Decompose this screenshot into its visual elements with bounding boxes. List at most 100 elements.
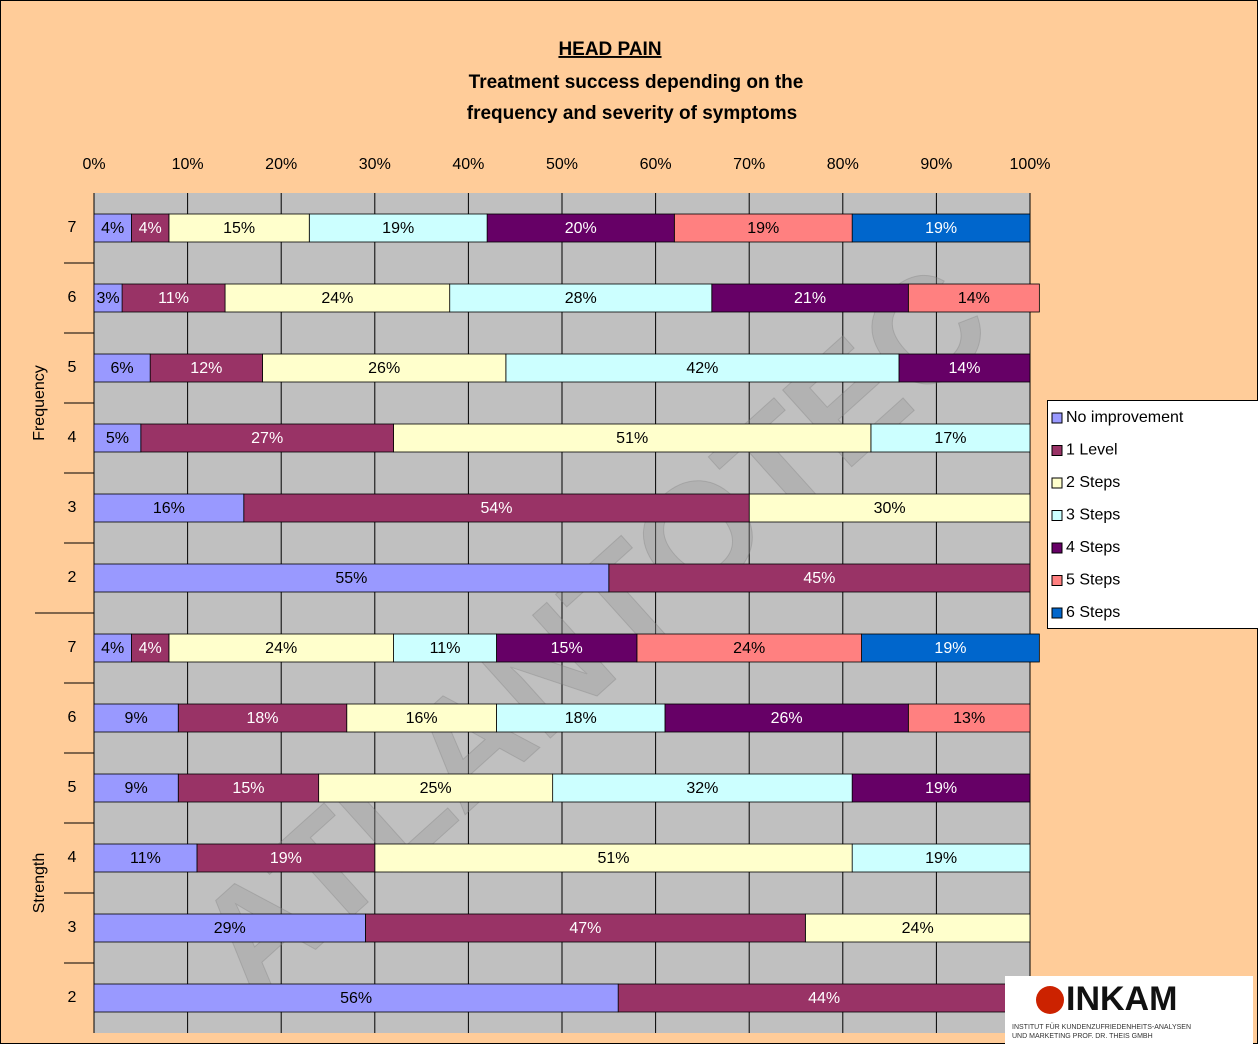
- data-label: 9%: [125, 710, 148, 727]
- data-label: 29%: [214, 920, 246, 937]
- y-tick-label: 6: [68, 289, 77, 306]
- bar-segment: [496, 703, 666, 733]
- logo-icon: [1036, 986, 1064, 1014]
- x-tick-label: 30%: [359, 156, 391, 173]
- data-label: 24%: [902, 920, 934, 937]
- bar-segment: [93, 913, 366, 943]
- data-label: 44%: [808, 990, 840, 1007]
- bar-segment: [93, 423, 142, 453]
- y-tick-label: 6: [68, 709, 77, 726]
- data-label: 14%: [948, 360, 980, 377]
- bar-segment: [907, 283, 1040, 313]
- y-tick-label: 7: [68, 219, 77, 236]
- data-label: 27%: [251, 430, 283, 447]
- legend-swatch: [1051, 542, 1063, 554]
- y-tick-label: 5: [68, 779, 77, 796]
- legend-swatch: [1051, 607, 1063, 619]
- legend-label: 1 Level: [1066, 442, 1118, 459]
- bar-segment: [851, 213, 1031, 243]
- legend-swatch: [1051, 445, 1063, 456]
- chart-subtitle: Treatment success depending on the: [469, 72, 804, 93]
- bar-segment: [608, 563, 1031, 593]
- bar-segment: [93, 563, 610, 593]
- x-tick-label: 10%: [172, 156, 204, 173]
- legend-swatch: [1051, 575, 1063, 586]
- data-label: 13%: [953, 710, 985, 727]
- bar-segment: [346, 703, 497, 733]
- bar-segment: [851, 773, 1031, 803]
- data-label: 19%: [934, 640, 966, 657]
- bar-segment: [907, 703, 1031, 733]
- bar-segment: [93, 353, 151, 383]
- bar-segment: [93, 773, 179, 803]
- bar-segment: [93, 213, 132, 243]
- data-label: 45%: [803, 570, 835, 587]
- data-label: 42%: [686, 360, 718, 377]
- y-tick-label: 2: [68, 989, 77, 1006]
- bar-segment: [177, 773, 320, 803]
- data-label: 51%: [616, 430, 648, 447]
- legend-swatch: [1051, 510, 1063, 521]
- data-label: 9%: [125, 780, 148, 797]
- data-label: 32%: [686, 780, 718, 797]
- bar-segment: [196, 843, 376, 873]
- data-label: 56%: [340, 990, 372, 1007]
- data-label: 16%: [153, 500, 185, 517]
- bar-segment: [496, 633, 638, 663]
- data-label: 4%: [101, 220, 124, 237]
- legend-swatch: [1051, 477, 1063, 489]
- bar-segment: [898, 353, 1031, 383]
- y-tick-label: 7: [68, 639, 77, 656]
- group-label: Strength: [31, 853, 48, 913]
- data-label: 17%: [934, 430, 966, 447]
- x-tick-label: 90%: [920, 156, 952, 173]
- y-tick-label: 4: [68, 849, 77, 866]
- data-label: 5%: [106, 430, 129, 447]
- data-label: 55%: [335, 570, 367, 587]
- data-label: 19%: [925, 220, 957, 237]
- data-label: 15%: [551, 640, 583, 657]
- data-label: 6%: [111, 360, 134, 377]
- legend: [1047, 400, 1258, 629]
- data-label: 24%: [733, 640, 765, 657]
- legend-label: No improvement: [1066, 409, 1184, 426]
- data-label: 19%: [747, 220, 779, 237]
- data-label: 11%: [130, 850, 161, 867]
- bar-segment: [93, 283, 123, 313]
- bar-segment: [374, 843, 853, 873]
- chart-subtitle: frequency and severity of symptoms: [467, 103, 798, 124]
- bar-segment: [552, 773, 853, 803]
- data-label: 24%: [265, 640, 297, 657]
- bar-segment: [308, 213, 488, 243]
- legend-swatch: [1051, 412, 1063, 424]
- bar-segment: [486, 213, 675, 243]
- data-label: 20%: [565, 220, 597, 237]
- logo-name: INKAM: [1066, 980, 1177, 1018]
- bar-segment: [673, 213, 853, 243]
- bar-segment: [711, 283, 909, 313]
- data-label: 19%: [382, 220, 414, 237]
- logo: INKAM INSTITUT FÜR KUNDENZUFRIEDENHEITS-…: [1005, 976, 1253, 1044]
- x-tick-label: 50%: [546, 156, 578, 173]
- x-tick-label: 0%: [82, 156, 105, 173]
- bar-segment: [851, 843, 1031, 873]
- legend-label: 3 Steps: [1066, 507, 1120, 524]
- bar-segment: [93, 843, 198, 873]
- data-label: 51%: [597, 850, 629, 867]
- data-label: 26%: [771, 710, 803, 727]
- data-label: 18%: [565, 710, 597, 727]
- data-label: 25%: [420, 780, 452, 797]
- data-label: 21%: [794, 290, 826, 307]
- y-tick-label: 3: [68, 919, 77, 936]
- bar-segment: [177, 703, 348, 733]
- data-label: 19%: [925, 850, 957, 867]
- bar-segment: [393, 423, 872, 453]
- data-label: 3%: [96, 290, 119, 307]
- logo-text: UND MARKETING PROF. DR. THEIS GMBH: [1012, 1033, 1153, 1040]
- chart-title: HEAD PAIN: [558, 39, 661, 60]
- bar-segment: [870, 423, 1031, 453]
- bar-segment: [224, 283, 451, 313]
- data-label: 54%: [480, 500, 512, 517]
- data-label: 28%: [565, 290, 597, 307]
